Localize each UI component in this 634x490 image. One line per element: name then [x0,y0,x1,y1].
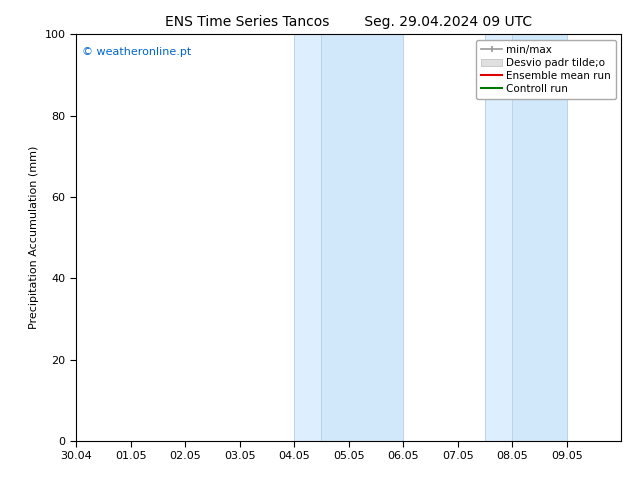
Bar [294,34,321,441]
Bar [321,34,403,441]
Legend: min/max, Desvio padr tilde;o, Ensemble mean run, Controll run: min/max, Desvio padr tilde;o, Ensemble m… [476,40,616,99]
Bar [485,34,512,441]
Bar [512,34,567,441]
Text: © weatheronline.pt: © weatheronline.pt [82,47,191,56]
Title: ENS Time Series Tancos        Seg. 29.04.2024 09 UTC: ENS Time Series Tancos Seg. 29.04.2024 0… [165,15,533,29]
Y-axis label: Precipitation Accumulation (mm): Precipitation Accumulation (mm) [29,146,39,329]
